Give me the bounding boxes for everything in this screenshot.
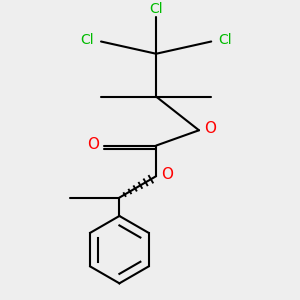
Text: O: O — [205, 121, 217, 136]
Text: Cl: Cl — [218, 33, 232, 47]
Text: Cl: Cl — [149, 2, 163, 16]
Text: O: O — [87, 136, 99, 152]
Text: O: O — [161, 167, 173, 182]
Text: Cl: Cl — [80, 33, 94, 47]
